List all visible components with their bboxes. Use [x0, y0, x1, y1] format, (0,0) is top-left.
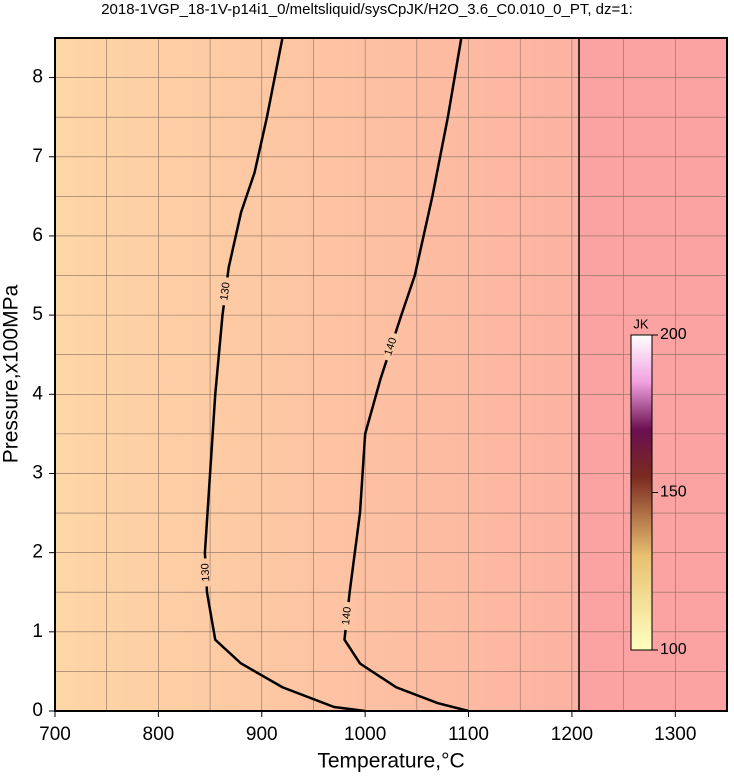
x-tick-label: 1100 — [448, 724, 489, 745]
field-region — [579, 38, 727, 711]
contour-line — [343, 37, 469, 713]
contour-label-bg — [219, 276, 232, 306]
x-tick-label: 1300 — [654, 724, 696, 745]
colorbar — [630, 334, 653, 651]
y-tick-label: 5 — [32, 304, 43, 325]
y-tick-label: 3 — [32, 462, 43, 483]
colorbar-tick-label: 200 — [660, 326, 687, 343]
contour-label-bg — [382, 332, 400, 362]
chart-title: 2018-1VGP_18-1V-p14i1_0/meltsliquid/sysC… — [101, 1, 633, 18]
contour-label-bg — [201, 558, 211, 587]
colorbar-tick-label: 150 — [660, 484, 687, 501]
y-tick-label: 1 — [32, 621, 43, 642]
x-tick-label: 800 — [143, 724, 175, 745]
x-tick-label: 900 — [246, 724, 278, 745]
y-tick-label: 4 — [32, 383, 43, 404]
contour-line — [203, 37, 366, 713]
contour-label: 130 — [199, 563, 212, 582]
y-tick-label: 8 — [32, 67, 43, 88]
contour-label: 140 — [340, 606, 354, 626]
y-tick-label: 0 — [32, 700, 43, 721]
y-tick-label: 2 — [32, 542, 43, 563]
frame — [54, 37, 728, 712]
contour-label: 140 — [382, 336, 399, 357]
x-tick-label: 1000 — [344, 724, 386, 745]
contour-label: 130 — [218, 281, 232, 301]
y-axis-title: Pressure,x100MPa — [0, 284, 23, 463]
x-tick-label: 700 — [39, 724, 71, 745]
x-axis-title: Temperature,°C — [317, 750, 464, 773]
contour-label-bg — [341, 601, 353, 631]
y-tick-label: 6 — [32, 225, 43, 246]
y-tick-label: 7 — [32, 146, 43, 167]
colorbar-tick-label: 100 — [660, 641, 687, 658]
x-tick-label: 1200 — [551, 724, 593, 745]
colorbar-label: JK — [633, 316, 649, 331]
